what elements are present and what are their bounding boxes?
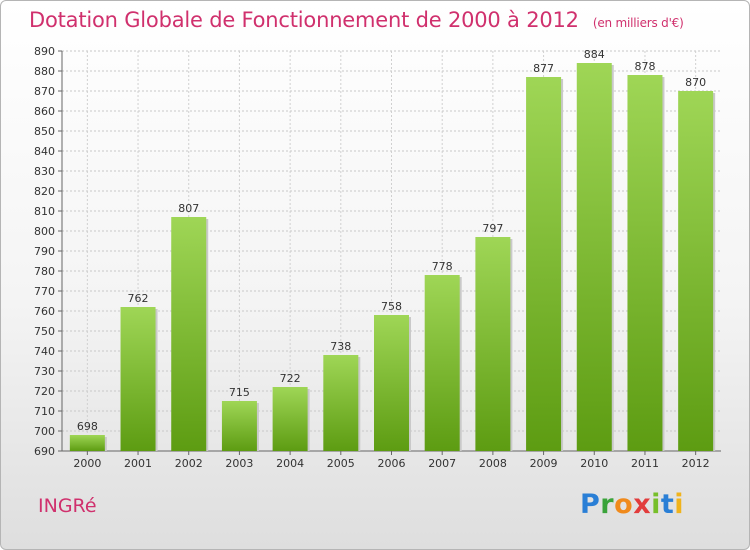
bar-value-label: 738 bbox=[330, 340, 351, 353]
bar-value-label: 778 bbox=[432, 260, 453, 273]
commune-name: INGRé bbox=[38, 495, 97, 517]
bar bbox=[120, 307, 156, 451]
chart-title: Dotation Globale de Fonctionnement de 20… bbox=[29, 8, 684, 32]
logo-letter: P bbox=[580, 489, 601, 520]
x-tick-label: 2011 bbox=[631, 457, 659, 470]
bar bbox=[272, 387, 308, 451]
x-tick-label: 2012 bbox=[682, 457, 710, 470]
y-tick-label: 880 bbox=[34, 65, 55, 78]
data-labels: 698 762 807 715 722 738 758 778 797 877 884 878 870 bbox=[77, 48, 706, 433]
x-tick-label: 2002 bbox=[175, 457, 203, 470]
y-tick-label: 730 bbox=[34, 365, 55, 378]
bars bbox=[69, 63, 716, 451]
y-tick-label: 860 bbox=[34, 105, 55, 118]
x-tick-label: 2008 bbox=[479, 457, 507, 470]
x-tick-label: 2000 bbox=[73, 457, 101, 470]
bar bbox=[221, 401, 257, 451]
y-tick-label: 780 bbox=[34, 265, 55, 278]
y-tick-label: 760 bbox=[34, 305, 55, 318]
x-tick-label: 2010 bbox=[580, 457, 608, 470]
bar bbox=[374, 315, 409, 451]
bar bbox=[576, 63, 612, 451]
x-tick-label: 2006 bbox=[378, 457, 406, 470]
logo-letter: i bbox=[651, 489, 661, 520]
y-tick-label: 770 bbox=[34, 285, 55, 298]
logo-letter: o bbox=[614, 489, 634, 520]
x-tick-label: 2005 bbox=[327, 457, 355, 470]
y-tick-label: 810 bbox=[34, 205, 55, 218]
bar-value-label: 870 bbox=[685, 76, 706, 89]
y-tick-label: 850 bbox=[34, 125, 55, 138]
x-tick-label: 2003 bbox=[225, 457, 253, 470]
bar bbox=[475, 237, 511, 451]
bar-value-label: 698 bbox=[77, 420, 98, 433]
x-tick-label: 2009 bbox=[530, 457, 558, 470]
logo-letter: r bbox=[600, 489, 615, 520]
y-tick-label: 710 bbox=[34, 405, 55, 418]
y-tick-label: 750 bbox=[34, 325, 55, 338]
logo-letter: t bbox=[660, 489, 675, 520]
bar bbox=[424, 275, 460, 451]
y-tick-label: 720 bbox=[34, 385, 55, 398]
bar bbox=[678, 91, 714, 451]
bar bbox=[323, 355, 359, 451]
x-tick-label: 2004 bbox=[276, 457, 304, 470]
y-tick-label: 740 bbox=[34, 345, 55, 358]
proxiti-logo: Proxiti bbox=[580, 489, 684, 520]
chart-title-text: Dotation Globale de Fonctionnement de 20… bbox=[29, 8, 579, 32]
y-tick-label: 790 bbox=[34, 245, 55, 258]
bar-value-label: 722 bbox=[280, 372, 301, 385]
bar-value-label: 878 bbox=[634, 60, 655, 73]
y-tick-label: 870 bbox=[34, 85, 55, 98]
bar-value-label: 715 bbox=[229, 386, 250, 399]
y-tick-label: 830 bbox=[34, 165, 55, 178]
y-tick-label: 840 bbox=[34, 145, 55, 158]
bar bbox=[526, 77, 562, 451]
bar-value-label: 797 bbox=[482, 222, 503, 235]
bar bbox=[627, 75, 663, 451]
y-tick-label: 820 bbox=[34, 185, 55, 198]
bar-value-label: 884 bbox=[584, 48, 605, 61]
chart-unit: (en milliers d'€) bbox=[592, 16, 684, 30]
x-tick-label: 2001 bbox=[124, 457, 152, 470]
bar-value-label: 877 bbox=[533, 62, 554, 75]
x-tick-label: 2007 bbox=[428, 457, 456, 470]
bar-value-label: 807 bbox=[178, 202, 199, 215]
y-tick-label: 690 bbox=[34, 445, 55, 458]
y-tick-label: 800 bbox=[34, 225, 55, 238]
bar-value-label: 762 bbox=[128, 292, 149, 305]
y-tick-label: 890 bbox=[34, 45, 55, 58]
logo-letter: i bbox=[674, 489, 685, 520]
y-tick-label: 700 bbox=[34, 425, 55, 438]
logo-letter: x bbox=[633, 489, 652, 520]
bar bbox=[171, 217, 207, 451]
bar bbox=[69, 435, 105, 451]
bar-value-label: 758 bbox=[381, 300, 402, 313]
